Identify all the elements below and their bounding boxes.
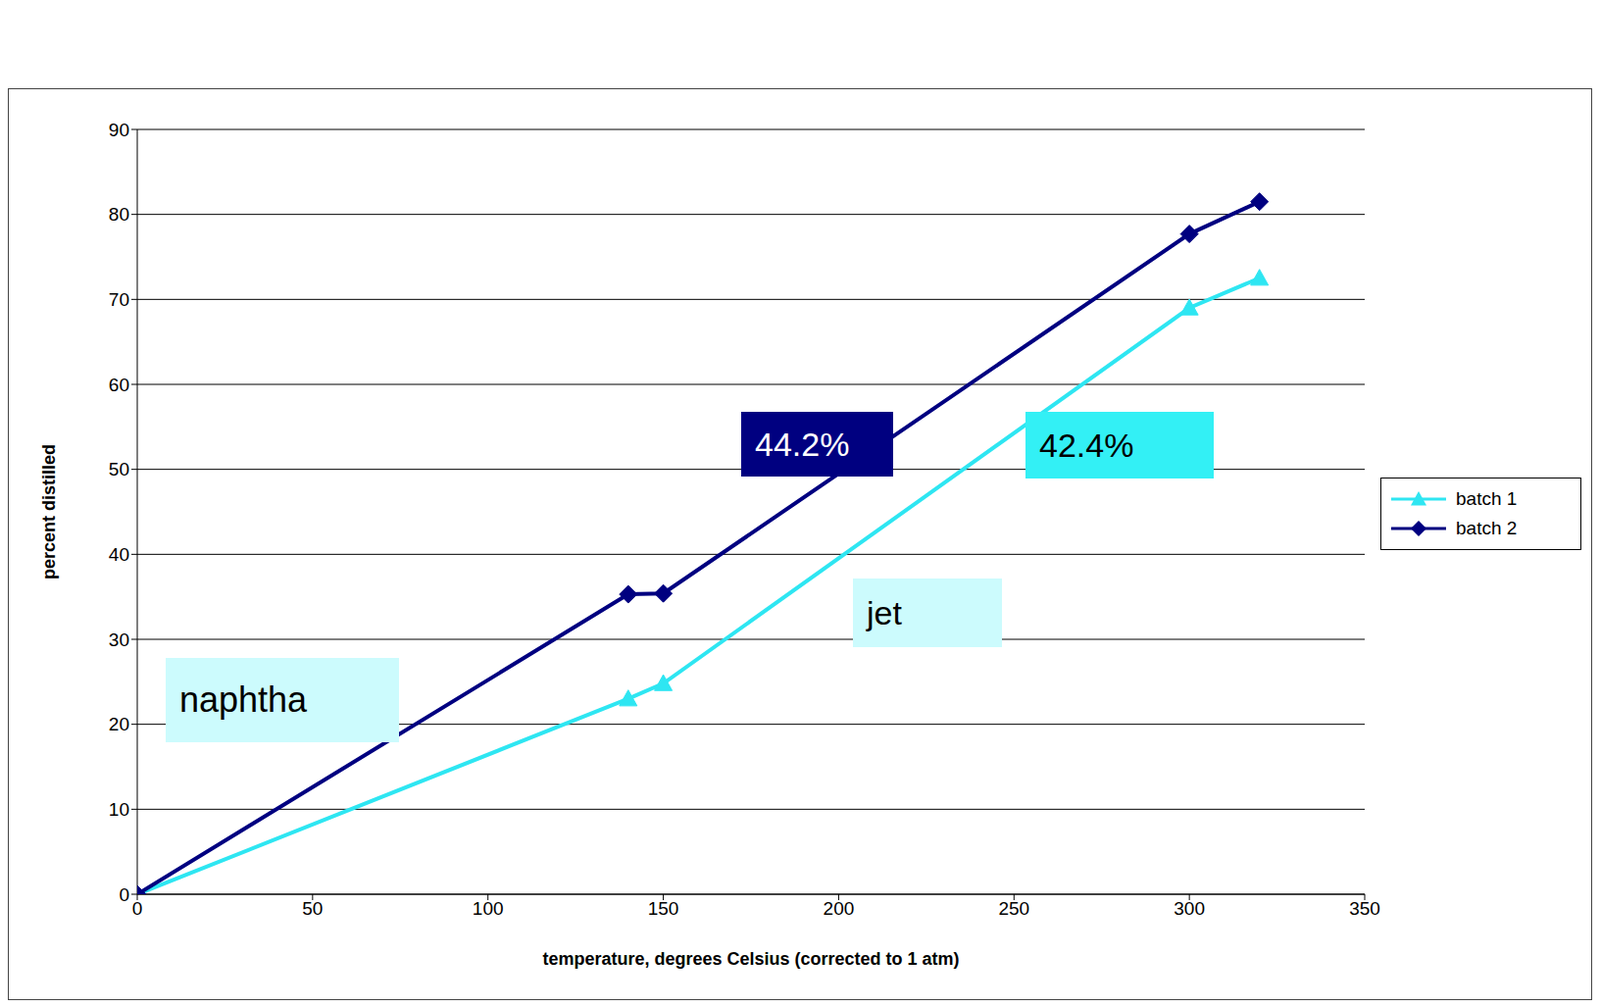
svg-text:30: 30 [108,629,130,650]
html-text:batch 1: batch 1 [1455,488,1517,509]
svg-text:300: 300 [1173,898,1205,919]
svg-text:150: 150 [648,898,680,919]
svg-text:70: 70 [108,289,130,310]
html-text:jet: jet [866,593,902,631]
svg-text:50: 50 [301,898,323,919]
svg-text:40: 40 [108,544,130,565]
svg-text:0: 0 [132,898,144,919]
html-text:batch 2: batch 2 [1455,517,1517,539]
html-text:42.4%: 42.4% [1039,425,1134,464]
svg-text:temperature, degrees Celsius (: temperature, degrees Celsius (corrected … [542,949,959,969]
svg-text:350: 350 [1349,898,1381,919]
svg-text:10: 10 [108,799,130,820]
svg-text:percent distilled: percent distilled [39,444,59,580]
svg-text:20: 20 [108,713,130,735]
svg-text:80: 80 [108,203,130,225]
svg-text:100: 100 [472,898,504,919]
svg-text:90: 90 [108,119,130,141]
html-text:naphtha: naphtha [179,679,307,720]
html-text:44.2%: 44.2% [754,425,850,463]
svg-text:60: 60 [108,374,130,396]
svg-text:50: 50 [108,458,130,480]
svg-text:0: 0 [118,884,130,905]
svg-text:200: 200 [823,898,855,919]
svg-text:250: 250 [998,898,1030,919]
